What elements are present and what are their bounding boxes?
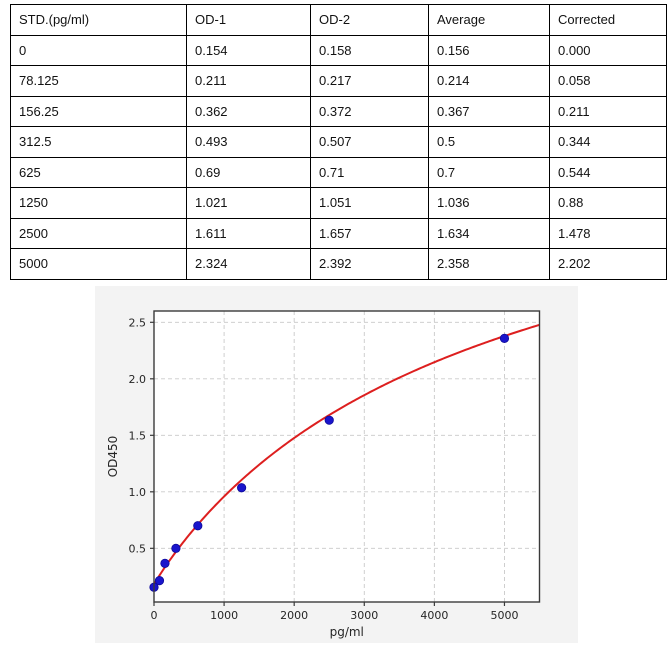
- table-cell: 0.344: [549, 126, 667, 158]
- table-cell: 0.211: [186, 65, 311, 97]
- table-cell: 2.202: [549, 248, 667, 280]
- table-cell: 156.25: [10, 95, 187, 127]
- standard-curve-chart: 0 1000 2000 3000 4000 5000 0.5 1.0 1.5 2.0 2.5 pg/m…: [95, 286, 578, 643]
- column-header-corrected: Corrected: [549, 4, 667, 36]
- table-cell: 0.69: [186, 156, 311, 188]
- data-point: [499, 333, 510, 343]
- table-cell: 2500: [10, 217, 187, 249]
- table-header-row: STD.(pg/ml) OD-1 OD-2 Average Corrected: [10, 4, 667, 36]
- table-cell: 1.051: [310, 187, 429, 219]
- y-tick-label: 2.0: [129, 373, 147, 386]
- table-cell: 0.154: [186, 34, 311, 66]
- table-cell: 0.217: [310, 65, 429, 97]
- x-tick-label: 5000: [490, 609, 518, 622]
- column-header-average: Average: [428, 4, 550, 36]
- table-cell: 78.125: [10, 65, 187, 97]
- table-cell: 0.71: [310, 156, 429, 188]
- table-cell: 1.036: [428, 187, 550, 219]
- x-tick-label: 0: [151, 609, 158, 622]
- fit-curve: [153, 323, 540, 585]
- table-cell: 0.7: [428, 156, 550, 188]
- table-cell: 1.611: [186, 217, 311, 249]
- table-cell: 312.5: [10, 126, 187, 158]
- column-header-od2: OD-2: [310, 4, 429, 36]
- data-point: [237, 483, 247, 493]
- data-point: [154, 576, 165, 586]
- table-cell: 0.493: [186, 126, 311, 158]
- table-cell: 0.507: [310, 126, 429, 158]
- y-tick-label: 1.0: [129, 486, 147, 499]
- table-cell: 0.372: [310, 95, 429, 127]
- table-cell: 1.634: [428, 217, 550, 249]
- data-point: [324, 415, 334, 425]
- y-tick-label: 0.5: [129, 542, 147, 555]
- y-tick-label: 1.5: [129, 429, 147, 442]
- standards-table: STD.(pg/ml) OD-1 OD-2 Average Corrected …: [10, 4, 667, 280]
- table-cell: 0.156: [428, 34, 550, 66]
- x-tick-label: 2000: [280, 609, 308, 622]
- table-row: 156.25 0.362 0.372 0.367 0.211: [10, 95, 667, 127]
- table-cell: 0.88: [549, 187, 667, 219]
- table-row: 78.125 0.211 0.217 0.214 0.058: [10, 65, 667, 97]
- data-point: [160, 558, 170, 568]
- table-cell: 0.211: [549, 95, 667, 127]
- table-cell: 2.392: [310, 248, 429, 280]
- y-tick-label: 2.5: [129, 316, 147, 329]
- column-header-od1: OD-1: [186, 4, 311, 36]
- table-cell: 2.358: [428, 248, 550, 280]
- x-tick-label: 4000: [420, 609, 448, 622]
- standard-curve-figure: 0 1000 2000 3000 4000 5000 0.5 1.0 1.5 2.0 2.5 pg/m…: [95, 286, 578, 643]
- table-cell: 0.362: [186, 95, 311, 127]
- table-row: 312.5 0.493 0.507 0.5 0.344: [10, 126, 667, 158]
- data-point: [171, 543, 181, 553]
- x-tick-label: 3000: [350, 609, 378, 622]
- table-row: 0 0.154 0.158 0.156 0.000: [10, 34, 667, 66]
- table-cell: 1.657: [310, 217, 429, 249]
- table-cell: 0.5: [428, 126, 550, 158]
- y-axis-label: OD450: [106, 436, 120, 478]
- data-point: [193, 521, 203, 531]
- table-row: 625 0.69 0.71 0.7 0.544: [10, 156, 667, 188]
- plot-area: [154, 311, 540, 602]
- table-cell: 0.214: [428, 65, 550, 97]
- x-axis-label: pg/ml: [330, 625, 364, 639]
- table-cell: 1250: [10, 187, 187, 219]
- table-cell: 0.158: [310, 34, 429, 66]
- table-cell: 0.367: [428, 95, 550, 127]
- table-cell: 2.324: [186, 248, 311, 280]
- column-header-std: STD.(pg/ml): [10, 4, 187, 36]
- table-row: 1250 1.021 1.051 1.036 0.88: [10, 187, 667, 219]
- table-cell: 625: [10, 156, 187, 188]
- table-cell: 0: [10, 34, 187, 66]
- table-cell: 5000: [10, 248, 187, 280]
- table-cell: 0.000: [549, 34, 667, 66]
- plot-border: [153, 310, 541, 603]
- x-tick-label: 1000: [210, 609, 238, 622]
- table-cell: 1.478: [549, 217, 667, 249]
- table-row: 5000 2.324 2.392 2.358 2.202: [10, 248, 667, 280]
- table-cell: 1.021: [186, 187, 311, 219]
- table-row: 2500 1.611 1.657 1.634 1.478: [10, 217, 667, 249]
- table-cell: 0.058: [549, 65, 667, 97]
- table-cell: 0.544: [549, 156, 667, 188]
